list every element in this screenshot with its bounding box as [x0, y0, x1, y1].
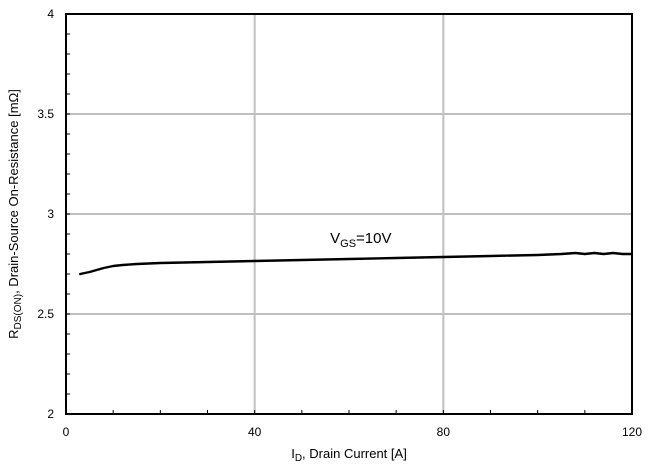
y-tick-label: 2 — [47, 407, 54, 421]
x-title-sub: D — [295, 453, 302, 464]
series-annotation: VGS=10V — [330, 230, 391, 250]
x-tick-label: 120 — [622, 425, 642, 439]
y-tick-label: 3 — [47, 207, 54, 221]
x-tick-labels: 0 40 80 120 — [63, 425, 643, 439]
x-tick-label: 40 — [248, 425, 262, 439]
y-title-main: R — [6, 329, 21, 338]
y-title-sub: DS(ON) — [13, 294, 24, 330]
y-title-rest: , Drain-Source On-Resistance [mΩ] — [6, 89, 21, 294]
y-tick-label: 2.5 — [37, 307, 54, 321]
x-axis-title: ID, Drain Current [A] — [291, 446, 407, 464]
series-line-vgs-10v — [80, 253, 632, 274]
x-title-rest: , Drain Current [A] — [302, 446, 407, 461]
annotation-rest: =10V — [356, 230, 391, 247]
grid-lines — [66, 14, 632, 414]
y-tick-labels: 2 2.5 3 3.5 4 — [37, 7, 54, 421]
x-tick-label: 80 — [437, 425, 451, 439]
y-axis-title: RDS(ON), Drain-Source On-Resistance [mΩ] — [6, 89, 24, 339]
y-tick-label: 4 — [47, 7, 54, 21]
annotation-sub: GS — [340, 238, 356, 250]
annotation-main: V — [330, 230, 340, 247]
y-tick-label: 3.5 — [37, 107, 54, 121]
x-tick-label: 0 — [63, 425, 70, 439]
